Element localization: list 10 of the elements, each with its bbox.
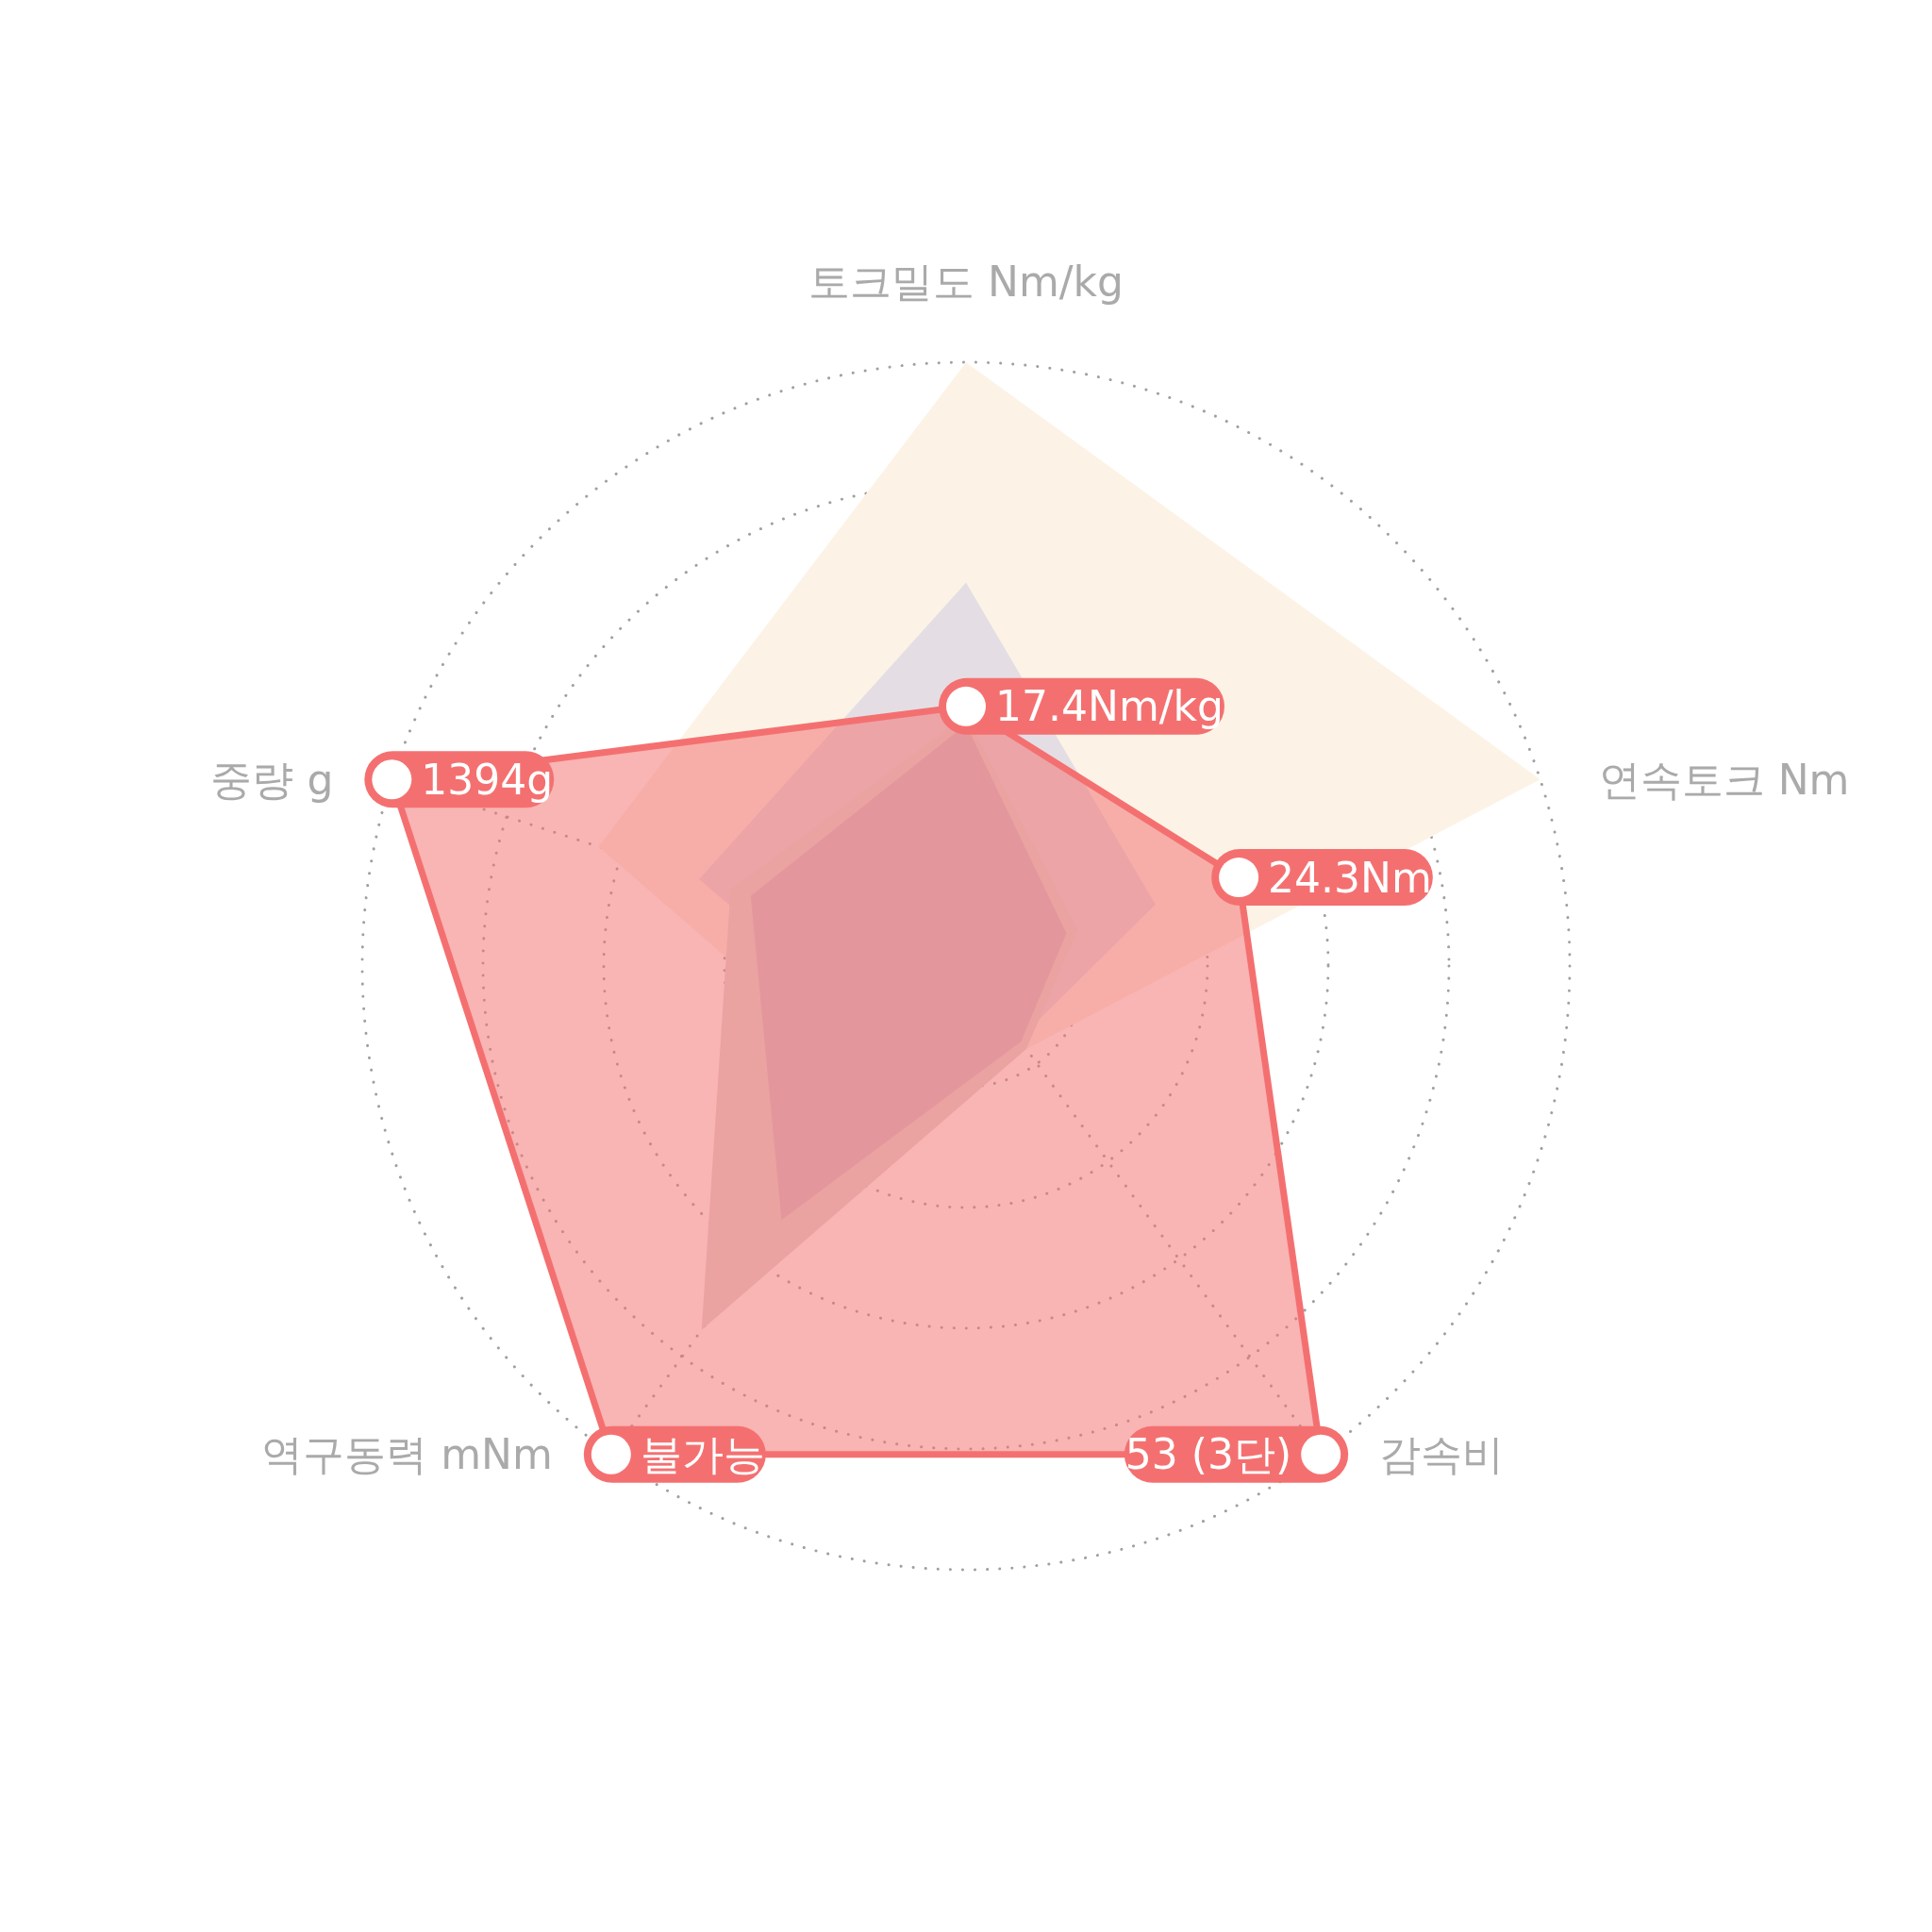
text: 1394g (421, 755, 554, 804)
text: 53 (3단) (1124, 1430, 1292, 1479)
spoke-label: 토크밀도 Nm/kg (808, 257, 1124, 306)
text: 17.4Nm/kg (995, 682, 1224, 731)
spoke-label: 연속토크 Nm (1598, 755, 1850, 804)
spoke-label: 역구동력 mNm (261, 1430, 553, 1479)
text: 불가능 (640, 1430, 765, 1479)
spoke-label: 중량 g (210, 755, 334, 804)
spoke-label: 감속비 (1379, 1430, 1505, 1479)
text: 24.3Nm (1268, 853, 1432, 902)
